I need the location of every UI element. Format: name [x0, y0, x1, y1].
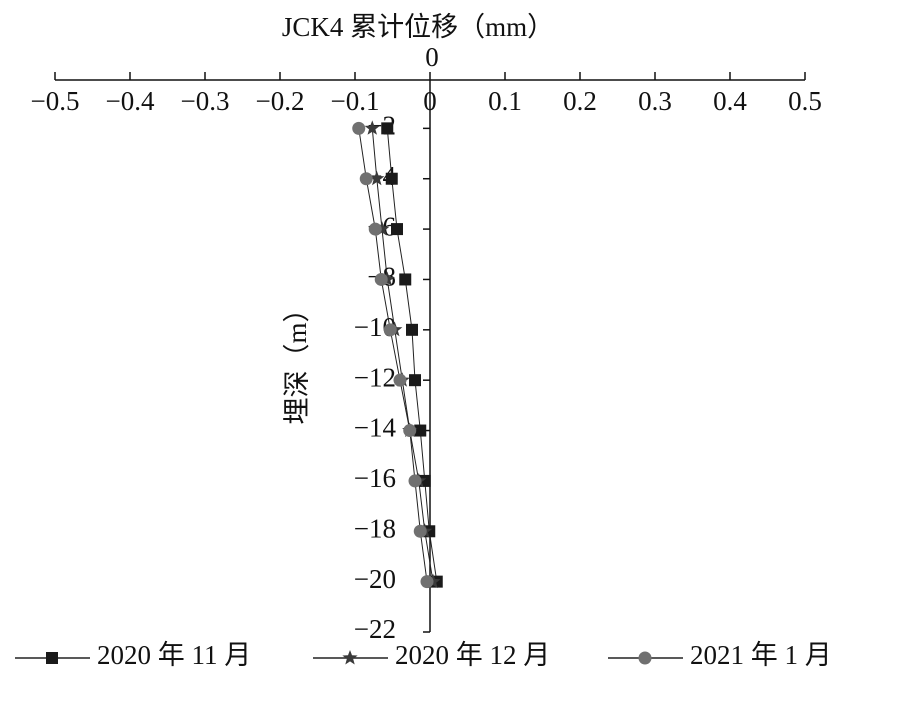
- y-tick-label: −16: [354, 463, 396, 493]
- y-tick-label: −12: [354, 362, 396, 392]
- y-axis-label: 埋深（m）: [282, 295, 312, 424]
- legend-label: 2020 年 11 月: [97, 640, 251, 670]
- data-point: [364, 120, 380, 135]
- data-point: [403, 424, 417, 438]
- chart-title: JCK4 累计位移（mm）: [282, 12, 554, 42]
- data-point: [383, 323, 397, 337]
- x-tick-label: 0.5: [788, 86, 822, 116]
- data-point: [399, 273, 412, 286]
- data-point: [381, 122, 394, 135]
- data-point: [368, 222, 382, 236]
- data-point: [414, 424, 427, 437]
- x-tick-label: 0: [423, 86, 437, 116]
- x-tick-label: −0.4: [106, 86, 155, 116]
- data-point: [409, 374, 421, 387]
- x-tick-label: 0.1: [488, 86, 522, 116]
- y-tick-label: −18: [354, 513, 396, 543]
- x-tick-label: −0.5: [31, 86, 80, 116]
- x-tick-label: 0.4: [713, 86, 747, 116]
- legend-label: 2020 年 12 月: [395, 640, 550, 670]
- y-tick-label: 0: [425, 42, 439, 72]
- data-point: [374, 272, 388, 286]
- x-tick-label: −0.3: [181, 86, 230, 116]
- legend-marker: [638, 651, 652, 665]
- data-point: [406, 323, 418, 336]
- series-line: [371, 128, 434, 582]
- data-point: [413, 524, 427, 538]
- x-tick-label: 0.3: [638, 86, 672, 116]
- legend-label: 2021 年 1 月: [690, 640, 832, 670]
- legend-marker: [342, 650, 358, 665]
- data-point: [352, 121, 366, 135]
- y-tick-label: −22: [354, 614, 396, 644]
- series-line: [358, 128, 428, 582]
- data-point: [420, 575, 434, 589]
- data-point: [374, 221, 390, 236]
- data-point: [391, 223, 403, 236]
- x-tick-label: 0.2: [563, 86, 597, 116]
- x-tick-label: −0.2: [256, 86, 305, 116]
- data-point: [408, 474, 422, 488]
- x-tick-label: −0.1: [331, 86, 380, 116]
- y-tick-label: −14: [354, 413, 397, 443]
- legend-marker: [46, 652, 58, 664]
- data-point: [359, 172, 373, 186]
- y-tick-label: −20: [354, 564, 396, 594]
- data-point: [369, 170, 385, 186]
- series-line: [386, 128, 438, 582]
- data-point: [393, 373, 407, 387]
- data-point: [385, 172, 398, 185]
